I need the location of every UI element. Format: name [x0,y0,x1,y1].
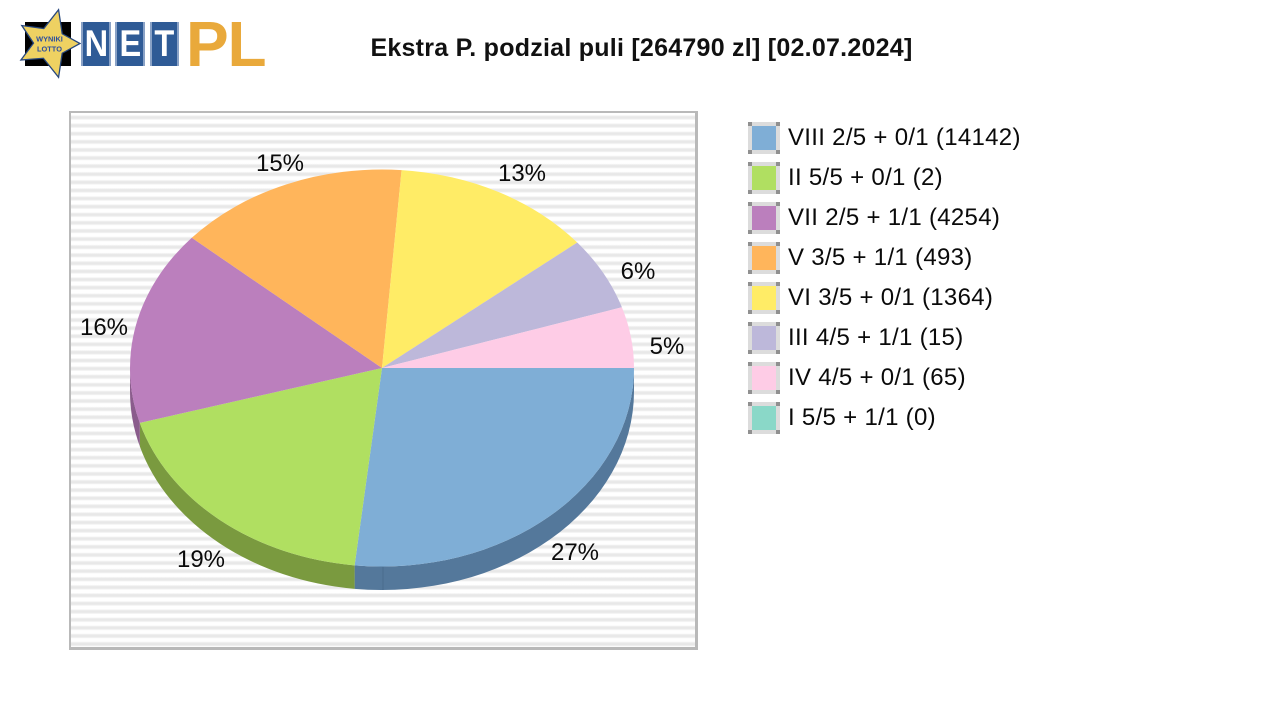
svg-text:LOTTO: LOTTO [37,45,62,54]
svg-text:WYNIKI: WYNIKI [36,35,63,44]
